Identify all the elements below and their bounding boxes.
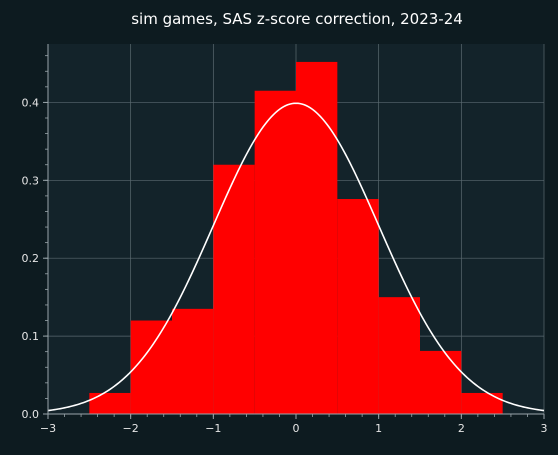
y-tick-label: 0.3 [22,174,40,187]
x-tick-label: 2 [458,422,465,435]
y-tick-label: 0.4 [22,96,40,109]
histogram-bar [89,392,131,414]
histogram-bar [420,350,462,414]
x-tick-label: −2 [123,422,139,435]
histogram-bar [378,297,420,414]
axes [43,44,545,419]
tick-labels: −3 −2 −1 0 1 2 3 0.0 0.1 0.2 0.3 0.4 [22,96,548,435]
histogram-bar [337,199,379,414]
histogram-bar [296,61,338,414]
x-tick-label: 3 [541,422,548,435]
normal-pdf-curve [47,102,545,412]
histogram-bar [213,164,255,414]
chart-title: sim games, SAS z-score correction, 2023-… [131,10,463,28]
y-tick-label: 0.1 [22,330,40,343]
histogram-bar [461,392,503,414]
x-tick-label: 0 [293,422,300,435]
histogram-bar [130,320,172,414]
histogram-bar [254,90,296,414]
x-tick-label: −1 [205,422,221,435]
histogram-bar [172,308,214,414]
y-tick-label: 0.2 [22,252,40,265]
y-tick-label: 0.0 [22,408,40,421]
histogram-bars [89,61,503,414]
x-tick-label: −3 [40,422,56,435]
x-tick-label: 1 [375,422,382,435]
